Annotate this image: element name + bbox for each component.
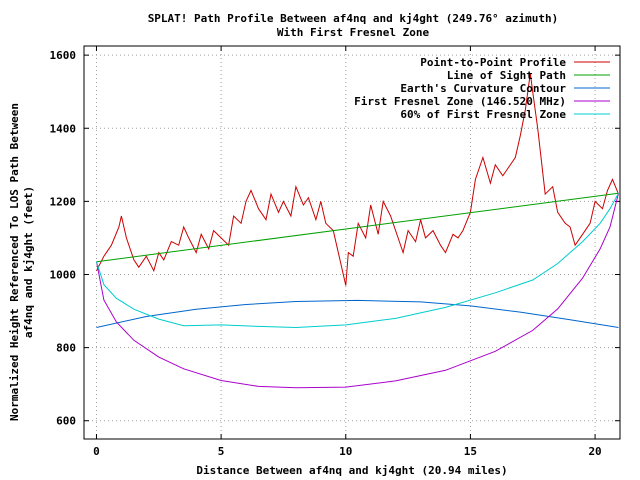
y-tick-label: 600: [56, 415, 76, 428]
y-tick-label: 1200: [50, 195, 77, 208]
legend-label: Earth's Curvature Contour: [400, 82, 566, 95]
legend-label: 60% of First Fresnel Zone: [400, 108, 566, 121]
y-axis-label-line2: af4nq and kj4ght (feet): [22, 186, 35, 338]
chart-subtitle: With First Fresnel Zone: [277, 26, 430, 39]
legend-label: Point-to-Point Profile: [420, 56, 566, 69]
y-tick-label: 1600: [50, 49, 77, 62]
series-60-of-first-fresnel-zone: [96, 193, 619, 329]
x-tick-label: 15: [464, 445, 477, 458]
x-tick-label: 20: [588, 445, 601, 458]
axis-ticks: 0 5 10 15 20 600 800 1000 1200 1400 1600: [50, 46, 620, 458]
legend-label: First Fresnel Zone (146.520 MHz): [354, 95, 566, 108]
x-tick-label: 5: [218, 445, 225, 458]
chart-title: SPLAT! Path Profile Between af4nq and kj…: [148, 12, 559, 25]
y-tick-label: 1000: [50, 268, 77, 281]
x-tick-label: 0: [93, 445, 100, 458]
y-tick-label: 1400: [50, 122, 77, 135]
x-tick-label: 10: [339, 445, 352, 458]
plot-frame: [83, 45, 621, 440]
series-point-to-point-profile: [96, 73, 619, 286]
y-tick-label: 800: [56, 342, 76, 355]
series-line-of-sight-path: [96, 192, 619, 263]
series-first-fresnel-zone-146-520-mhz: [96, 193, 619, 389]
series-earth-s-curvature-contour: [96, 299, 619, 328]
legend-label: Line of Sight Path: [447, 69, 566, 82]
series-layer: [96, 73, 619, 389]
y-axis-label-line1: Normalized Height Referenced To LOS Path…: [8, 103, 21, 421]
grid: [84, 46, 620, 439]
x-axis-label: Distance Between af4nq and kj4ght (20.94…: [196, 464, 507, 477]
